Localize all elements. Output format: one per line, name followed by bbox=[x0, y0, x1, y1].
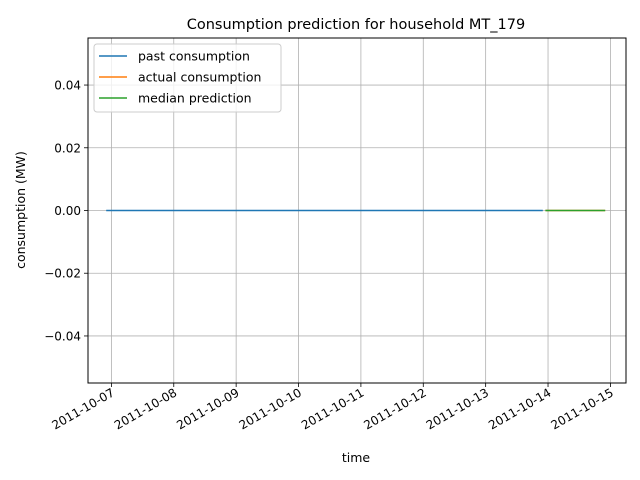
y-tick-label: 0.00 bbox=[54, 204, 81, 218]
y-tick-label: 0.04 bbox=[54, 79, 81, 93]
legend-entry: past consumption bbox=[138, 49, 250, 64]
y-tick-label: −0.04 bbox=[44, 329, 81, 343]
y-tick-label: −0.02 bbox=[44, 267, 81, 281]
legend-entry: actual consumption bbox=[138, 70, 261, 85]
legend-entry: median prediction bbox=[138, 91, 252, 106]
x-tick-label: 2011-10-10 bbox=[237, 385, 304, 432]
x-tick-label: 2011-10-15 bbox=[549, 385, 616, 432]
x-tick-label: 2011-10-07 bbox=[49, 385, 116, 432]
legend-box bbox=[93, 43, 282, 113]
axis-ticks: 2011-10-072011-10-082011-10-092011-10-10… bbox=[44, 79, 616, 433]
chart-title: Consumption prediction for household MT_… bbox=[187, 17, 525, 33]
x-axis-label: time bbox=[342, 450, 371, 465]
x-tick-label: 2011-10-09 bbox=[174, 385, 241, 432]
x-tick-label: 2011-10-12 bbox=[361, 385, 428, 432]
y-tick-label: 0.02 bbox=[54, 141, 81, 155]
x-tick-label: 2011-10-08 bbox=[112, 385, 179, 432]
x-tick-label: 2011-10-14 bbox=[486, 385, 553, 432]
x-tick-label: 2011-10-13 bbox=[424, 385, 491, 432]
y-axis-label: consumption (MW) bbox=[13, 151, 28, 269]
x-tick-label: 2011-10-11 bbox=[299, 385, 366, 432]
legend: past consumption actual consumption median… bbox=[93, 43, 282, 113]
